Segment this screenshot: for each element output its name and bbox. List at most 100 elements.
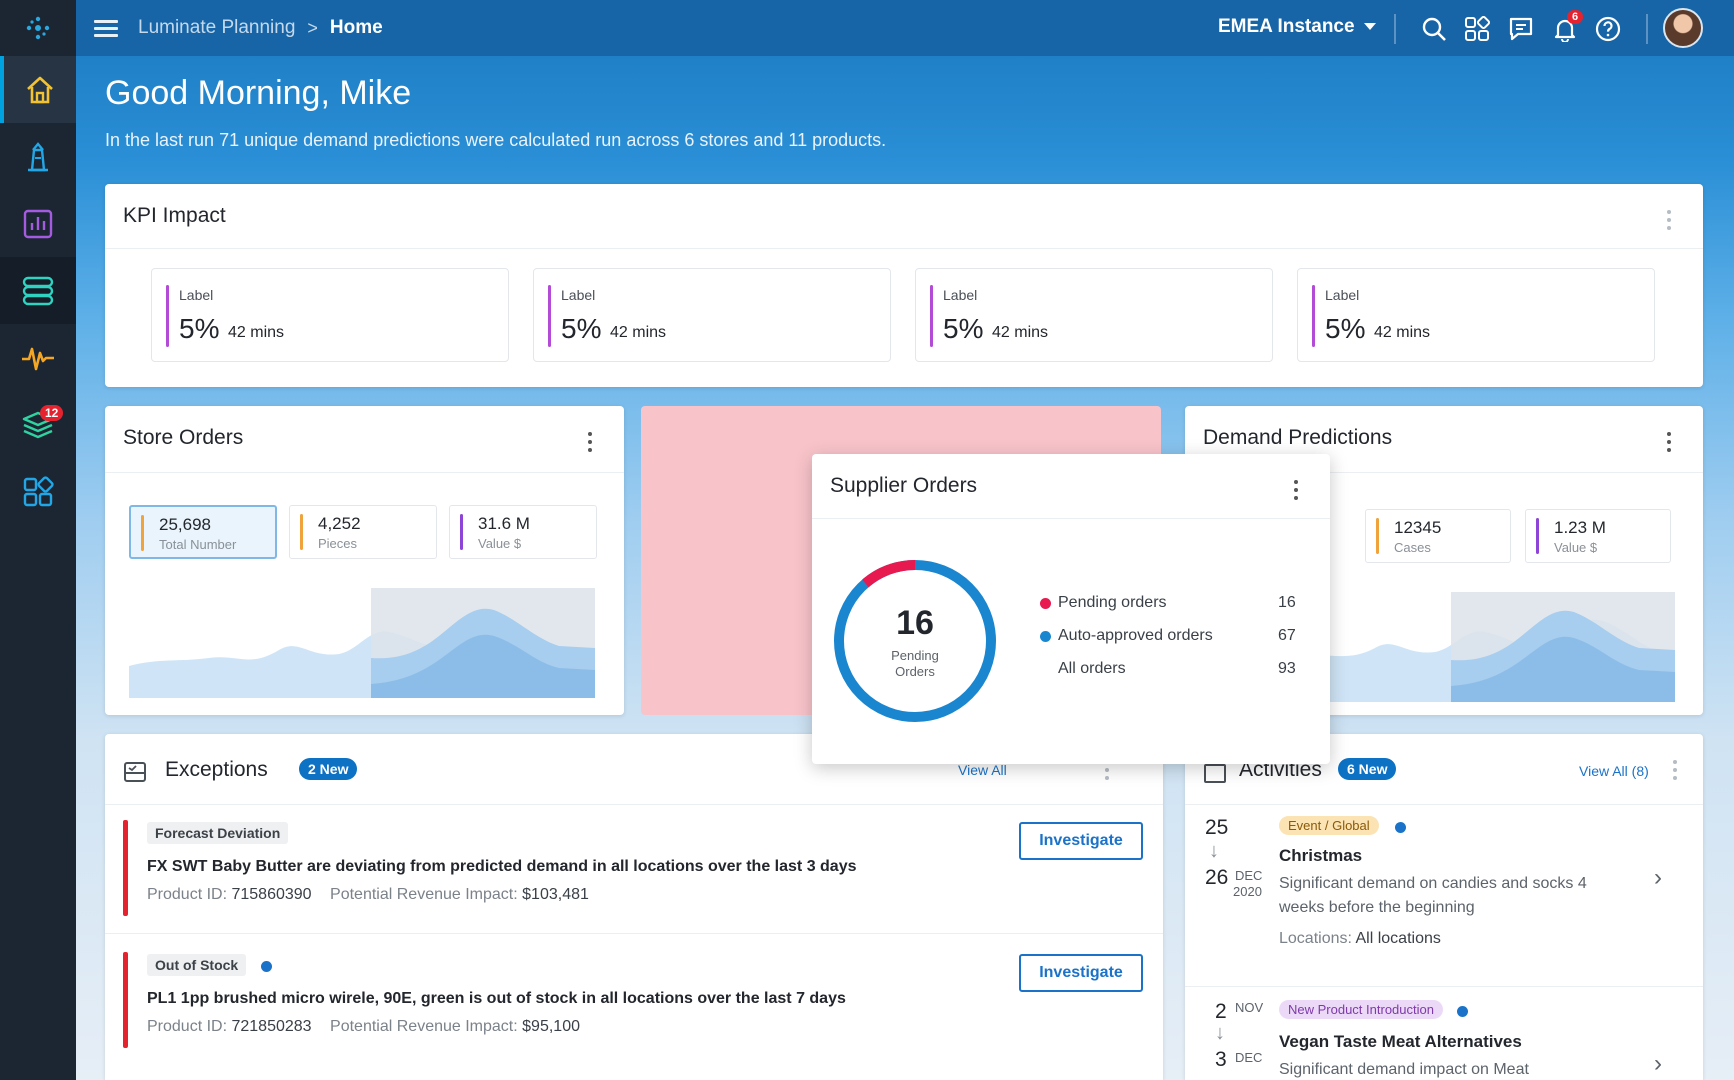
unread-dot bbox=[1395, 822, 1406, 833]
activity-end-month: DEC bbox=[1235, 868, 1263, 883]
stat-chip[interactable]: 4,252 Pieces bbox=[289, 505, 437, 559]
exceptions-card: Exceptions 2 New View All Forecast Devia… bbox=[105, 734, 1163, 1080]
pulse-icon bbox=[22, 347, 54, 370]
stat-chip[interactable]: 12345 Cases bbox=[1365, 509, 1511, 563]
kpi-value: 5% bbox=[943, 313, 984, 344]
kpi-card[interactable]: Label 5% 42 mins bbox=[1297, 268, 1655, 362]
kpi-card[interactable]: Label 5% 42 mins bbox=[533, 268, 891, 362]
search-icon[interactable] bbox=[1419, 14, 1449, 44]
activity-item[interactable]: 2 NOV ↓ 3 DEC New Product Introduction V… bbox=[1185, 988, 1703, 1080]
chip-value: 31.6 M bbox=[478, 514, 530, 533]
activity-item[interactable]: 25 ↓ 26 DEC 2020 Event / Global Christma… bbox=[1185, 806, 1703, 986]
exception-row[interactable]: Out of Stock PL1 1pp brushed micro wirel… bbox=[105, 938, 1163, 1064]
chip-label: Total Number bbox=[159, 537, 237, 552]
exception-row[interactable]: Forecast Deviation FX SWT Baby Butter ar… bbox=[105, 806, 1163, 932]
more-options-icon[interactable] bbox=[588, 432, 594, 456]
sidebar-item-monitoring[interactable] bbox=[0, 324, 76, 391]
chip-accent-bar bbox=[300, 514, 303, 550]
legend-item: All orders 93 bbox=[1058, 660, 1296, 678]
kpi-time: 42 mins bbox=[992, 324, 1049, 341]
exception-meta: Product ID: 715860390 Potential Revenue … bbox=[147, 886, 589, 904]
kpi-impact-card: KPI Impact Label 5% 42 mins Label 5% 42 … bbox=[105, 184, 1703, 387]
kpi-value: 5% bbox=[1325, 313, 1366, 344]
stat-chip[interactable]: 25,698 Total Number bbox=[129, 505, 277, 559]
user-avatar[interactable] bbox=[1663, 8, 1703, 48]
arrow-down-icon: ↓ bbox=[1215, 1022, 1225, 1044]
more-options-icon[interactable] bbox=[1294, 480, 1300, 504]
sidebar-item-analytics[interactable] bbox=[0, 190, 76, 257]
breadcrumb-chevron-icon: > bbox=[307, 17, 318, 38]
chip-value: 12345 bbox=[1394, 518, 1442, 537]
kpi-accent-bar bbox=[930, 285, 933, 347]
activity-start-day: 2 bbox=[1215, 1000, 1227, 1023]
sidebar-item-apps[interactable] bbox=[0, 458, 76, 525]
sidebar-item-lighthouse[interactable] bbox=[0, 123, 76, 190]
more-options-icon[interactable] bbox=[1673, 760, 1679, 784]
new-badge: 2 New bbox=[299, 758, 358, 780]
card-divider bbox=[812, 518, 1330, 519]
activity-end-day: 3 bbox=[1215, 1048, 1227, 1071]
kpi-label: Label bbox=[1325, 287, 1360, 303]
bell-icon[interactable]: 6 bbox=[1550, 10, 1584, 44]
sidebar-item-home[interactable] bbox=[0, 56, 76, 123]
help-icon[interactable] bbox=[1593, 14, 1623, 44]
chip-label: Cases bbox=[1394, 540, 1431, 555]
card-divider bbox=[105, 472, 624, 473]
locations-value: All locations bbox=[1355, 930, 1441, 947]
instance-selector[interactable]: EMEA Instance bbox=[1218, 16, 1376, 38]
sidebar: 12 bbox=[0, 0, 76, 1080]
card-title: Demand Predictions bbox=[1203, 426, 1393, 449]
store-orders-card: Store Orders 25,698 Total Number 4,252 P… bbox=[105, 406, 624, 715]
investigate-button[interactable]: Investigate bbox=[1019, 954, 1143, 992]
legend-label: All orders bbox=[1058, 660, 1126, 677]
kpi-label: Label bbox=[943, 287, 978, 303]
investigate-button[interactable]: Investigate bbox=[1019, 822, 1143, 860]
donut-center-value: 16 bbox=[896, 604, 934, 642]
apps-icon[interactable] bbox=[1462, 14, 1492, 44]
activity-tag: Event / Global bbox=[1279, 816, 1379, 835]
more-options-icon[interactable] bbox=[1667, 210, 1673, 234]
stat-chip[interactable]: 31.6 M Value $ bbox=[449, 505, 597, 559]
view-all-link[interactable]: View All bbox=[958, 762, 1007, 778]
exceptions-inbox-icon bbox=[124, 762, 146, 782]
kpi-label: Label bbox=[561, 287, 596, 303]
donut-center-label: Pending bbox=[891, 648, 939, 663]
kpi-time: 42 mins bbox=[228, 324, 285, 341]
more-options-icon[interactable] bbox=[1667, 432, 1673, 456]
breadcrumb-parent[interactable]: Luminate Planning bbox=[138, 17, 296, 38]
top-bar: Luminate Planning > Home EMEA Instance 6 bbox=[76, 0, 1734, 56]
sidebar-item-data[interactable] bbox=[0, 257, 76, 324]
activity-start-month: NOV bbox=[1235, 1000, 1264, 1015]
hamburger-menu-icon[interactable] bbox=[94, 16, 118, 41]
kpi-card[interactable]: Label 5% 42 mins bbox=[151, 268, 509, 362]
sidebar-item-layers[interactable]: 12 bbox=[0, 391, 76, 458]
product-id-value: 715860390 bbox=[231, 886, 312, 903]
unread-dot bbox=[1457, 1006, 1468, 1017]
kpi-label: Label bbox=[179, 287, 214, 303]
kpi-value: 5% bbox=[179, 313, 220, 344]
chip-label: Pieces bbox=[318, 536, 358, 551]
impact-label: Potential Revenue Impact: bbox=[330, 886, 518, 903]
chevron-right-icon[interactable]: › bbox=[1654, 1050, 1662, 1077]
demand-predictions-area-chart bbox=[1205, 592, 1675, 702]
product-id-value: 721850283 bbox=[231, 1018, 312, 1035]
chip-accent-bar bbox=[141, 515, 144, 551]
kpi-card[interactable]: Label 5% 42 mins bbox=[915, 268, 1273, 362]
impact-label: Potential Revenue Impact: bbox=[330, 1018, 518, 1035]
lighthouse-icon bbox=[28, 141, 48, 171]
legend-dot bbox=[1040, 598, 1051, 609]
chat-icon[interactable] bbox=[1506, 14, 1536, 44]
chevron-right-icon[interactable]: › bbox=[1654, 864, 1662, 891]
exception-title: PL1 1pp brushed micro wirele, 90E, green… bbox=[147, 990, 846, 1007]
exception-title: FX SWT Baby Butter are deviating from pr… bbox=[147, 858, 857, 875]
view-all-link[interactable]: View All (8) bbox=[1579, 763, 1649, 779]
activity-start-day: 25 bbox=[1205, 816, 1229, 839]
card-title: Store Orders bbox=[123, 426, 244, 449]
chip-value: 1.23 M bbox=[1554, 518, 1606, 537]
stat-chip[interactable]: 1.23 M Value $ bbox=[1525, 509, 1671, 563]
app-logo-icon[interactable] bbox=[0, 0, 76, 56]
supplier-orders-card[interactable]: Supplier Orders 16 Pending Orders Pendin… bbox=[812, 454, 1330, 764]
legend-label: Auto-approved orders bbox=[1058, 627, 1213, 644]
donut-center-label: Orders bbox=[895, 664, 935, 679]
breadcrumb-current: Home bbox=[329, 17, 383, 38]
